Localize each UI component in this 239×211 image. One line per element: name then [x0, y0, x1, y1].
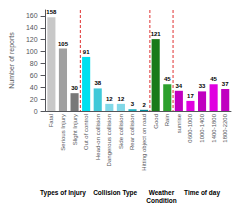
svg-text:Head-on collision: Head-on collision: [95, 114, 101, 160]
svg-text:Fatal: Fatal: [48, 114, 54, 127]
svg-text:Rain: Rain: [164, 114, 170, 126]
svg-text:Out of control: Out of control: [83, 114, 89, 150]
svg-text:Slight Injury: Slight Injury: [72, 114, 78, 145]
svg-text:Collision Type: Collision Type: [93, 189, 137, 197]
svg-text:Good: Good: [153, 114, 159, 129]
svg-text:45: 45: [164, 76, 171, 82]
svg-text:105: 105: [58, 41, 69, 47]
svg-text:2: 2: [142, 102, 146, 108]
svg-text:120: 120: [26, 36, 38, 43]
svg-text:Rear collision: Rear collision: [129, 114, 135, 150]
svg-text:121: 121: [151, 31, 162, 37]
svg-text:140: 140: [26, 24, 38, 31]
svg-text:Weather: Weather: [149, 189, 175, 196]
svg-text:33: 33: [199, 83, 206, 89]
svg-text:0: 0: [34, 108, 38, 115]
svg-text:12: 12: [106, 96, 113, 102]
svg-text:17: 17: [187, 93, 194, 99]
svg-text:80: 80: [30, 60, 38, 67]
svg-text:160: 160: [26, 12, 38, 19]
svg-text:91: 91: [83, 49, 90, 55]
svg-text:Condition: Condition: [146, 197, 176, 204]
svg-text:0600-1000: 0600-1000: [187, 113, 193, 142]
svg-text:1400-1800: 1400-1800: [211, 113, 217, 142]
svg-text:Number of reports: Number of reports: [8, 32, 16, 89]
svg-text:1000-1400: 1000-1400: [199, 113, 205, 142]
svg-text:Hitting object on road: Hitting object on road: [141, 114, 147, 171]
svg-text:12: 12: [118, 96, 125, 102]
svg-text:Time of day: Time of day: [184, 189, 220, 197]
svg-text:34: 34: [176, 83, 183, 89]
svg-text:38: 38: [94, 80, 101, 86]
svg-text:Types of Injury: Types of Injury: [40, 189, 86, 197]
svg-text:30: 30: [71, 85, 78, 91]
svg-text:45: 45: [210, 76, 217, 82]
svg-text:Side collision: Side collision: [118, 114, 124, 149]
svg-text:Serious Injury: Serious Injury: [60, 114, 66, 151]
svg-text:3: 3: [131, 101, 135, 107]
svg-text:20: 20: [30, 96, 38, 103]
svg-text:60: 60: [30, 72, 38, 79]
svg-text:40: 40: [30, 84, 38, 91]
svg-text:37: 37: [222, 81, 229, 87]
svg-text:158: 158: [46, 9, 57, 15]
svg-text:1800-2200: 1800-2200: [222, 113, 228, 142]
svg-text:100: 100: [26, 48, 38, 55]
svg-text:Dangerous collision: Dangerous collision: [106, 114, 112, 166]
svg-text:sunrise: sunrise: [176, 113, 182, 133]
